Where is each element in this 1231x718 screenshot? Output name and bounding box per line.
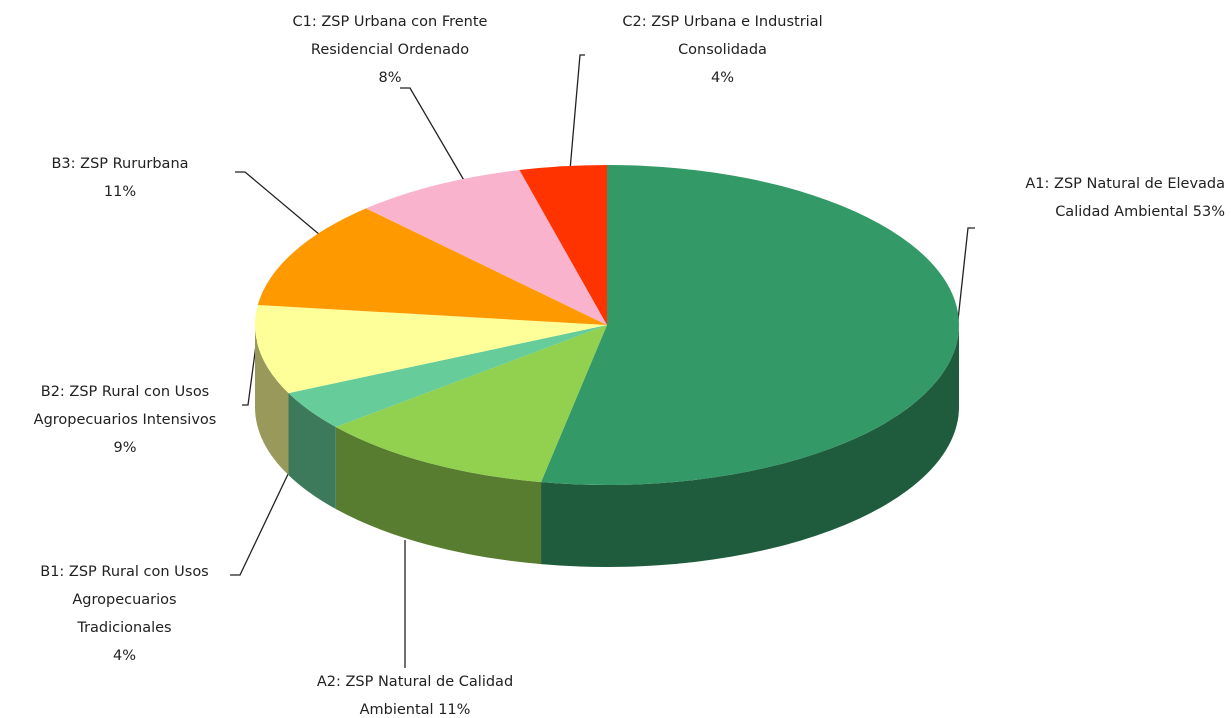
- slice: [255, 304, 607, 394]
- category-name: C1: ZSP Urbana con Frente Residencial Or…: [292, 14, 488, 58]
- slice-label: B3: ZSP Rururbana 11%: [40, 150, 200, 206]
- leader-line: [400, 87, 466, 183]
- value-label: 9%: [113, 440, 137, 456]
- slice-side: [288, 393, 336, 509]
- value-label: 4%: [112, 648, 136, 664]
- value-label: 11%: [438, 702, 471, 718]
- slice-label: A1: ZSP Natural de Elevada Calidad Ambie…: [975, 170, 1225, 226]
- slice-label: C2: ZSP Urbana e Industrial Consolidada …: [615, 8, 830, 92]
- slice: [288, 325, 607, 427]
- value-label: 8%: [378, 70, 402, 86]
- leader-line: [957, 227, 975, 321]
- pie: [255, 165, 960, 567]
- slice-label: B2: ZSP Rural con Usos Agropecuarios Int…: [5, 378, 245, 462]
- value-label: 11%: [103, 184, 137, 200]
- value-label: 4%: [710, 70, 734, 86]
- leader-lines: [230, 54, 975, 668]
- slice: [257, 208, 607, 325]
- slice: [335, 325, 607, 483]
- category-name: B2: ZSP Rural con Usos Agropecuarios Int…: [33, 384, 217, 428]
- slice-side: [255, 325, 289, 476]
- slice-side: [335, 426, 542, 565]
- leader-line: [569, 54, 585, 171]
- slice: [366, 170, 607, 325]
- slice: [541, 165, 960, 485]
- category-name: A2: ZSP Natural de Calidad Ambiental: [316, 674, 514, 718]
- category-name: B3: ZSP Rururbana: [51, 156, 189, 172]
- category-name: C2: ZSP Urbana e Industrial Consolidada: [622, 14, 823, 58]
- leader-line: [235, 171, 321, 236]
- category-name: B1: ZSP Rural con Usos Agropecuarios Tra…: [40, 564, 209, 636]
- leader-line: [230, 469, 291, 576]
- slice-label: C1: ZSP Urbana con Frente Residencial Or…: [290, 8, 490, 92]
- slice-label: A2: ZSP Natural de Calidad Ambiental 11%: [300, 668, 530, 718]
- leader-line: [242, 329, 259, 406]
- slice-label: B1: ZSP Rural con Usos Agropecuarios Tra…: [32, 558, 217, 670]
- value-label: 53%: [1192, 204, 1225, 220]
- category-name: A1: ZSP Natural de Elevada Calidad Ambie…: [1025, 176, 1225, 220]
- slice: [519, 165, 607, 325]
- slice-side: [541, 325, 959, 567]
